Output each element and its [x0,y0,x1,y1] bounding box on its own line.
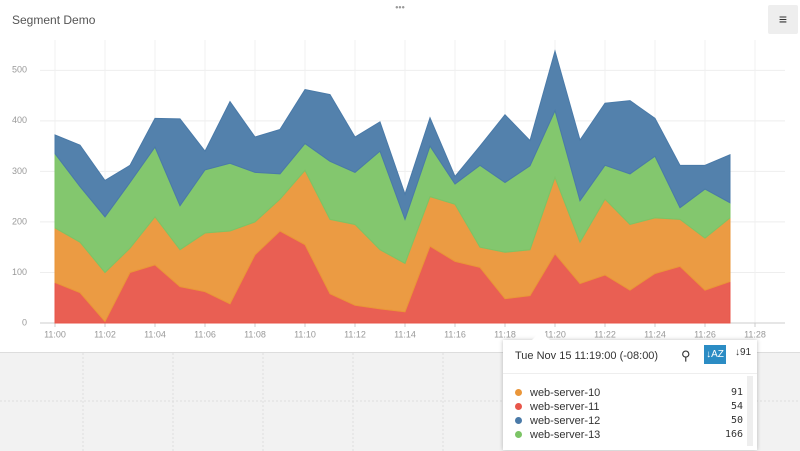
series-name: web-server-10 [530,387,601,399]
sort-value-button[interactable]: ↓91 [735,347,752,358]
area [54,49,731,221]
x-tick-label: 11:12 [344,329,366,339]
lower-panel [0,353,800,451]
series-value: 54 [730,401,743,412]
tooltip-time: Tue Nov 15 11:19:00 (-08:00) [515,350,659,362]
panel: Segment Demo ≡ ••• 0 100 200 300 400 500 11:00… [0,0,800,353]
x-tick-label: 11:04 [144,329,166,339]
panel-title: Segment Demo [12,13,96,27]
series-value: 50 [730,415,743,426]
x-tick-label: 11:00 [44,329,66,339]
x-tick-label: 11:14 [394,329,416,339]
y-tick-label: 0 [22,317,27,327]
series-value: 166 [724,429,743,440]
y-tick-label: 500 [12,65,27,75]
y-tick-label: 300 [12,166,27,176]
x-tick-label: 11:06 [194,329,216,339]
x-tick-label: 11:02 [94,329,116,339]
drag-handle[interactable]: ••• [395,2,404,12]
x-tick-label: 11:10 [294,329,316,339]
x-tick-label: 11:08 [244,329,266,339]
series-name: web-server-12 [530,415,601,427]
y-tick-label: 200 [12,216,27,226]
search-button[interactable]: ⚲ [681,348,691,363]
x-tick-label: 11:18 [494,329,516,339]
chart: ••• 0 100 200 300 400 500 11:00 11:02 11:04 11:06… [12,2,785,339]
tooltip-row: web-server-11 54 [515,401,743,415]
x-tick-label: 11:20 [544,329,566,339]
x-tick-label: 11:26 [694,329,716,339]
x-tick-label: 11:22 [594,329,616,339]
tooltip: Tue Nov 15 11:19:00 (-08:00) ⚲ ↓AZ ↓91 w… [503,331,757,450]
tooltip-row: web-server-13 166 [515,429,743,443]
x-tick-label: 11:16 [444,329,466,339]
series-name: web-server-11 [530,401,600,413]
x-tick-label: 11:24 [644,329,666,339]
menu-button[interactable]: ≡ [768,5,798,34]
tooltip-arrow [531,331,551,341]
tooltip-row: web-server-10 91 [515,387,743,401]
y-tick-label: 100 [12,267,27,277]
series-name: web-server-13 [530,429,601,441]
series-value: 91 [730,387,743,398]
tooltip-row: web-server-12 50 [515,415,743,429]
sort-alpha-button[interactable]: ↓AZ [704,345,726,364]
x-tick-label: 11:28 [744,329,766,339]
y-tick-label: 400 [12,115,27,125]
